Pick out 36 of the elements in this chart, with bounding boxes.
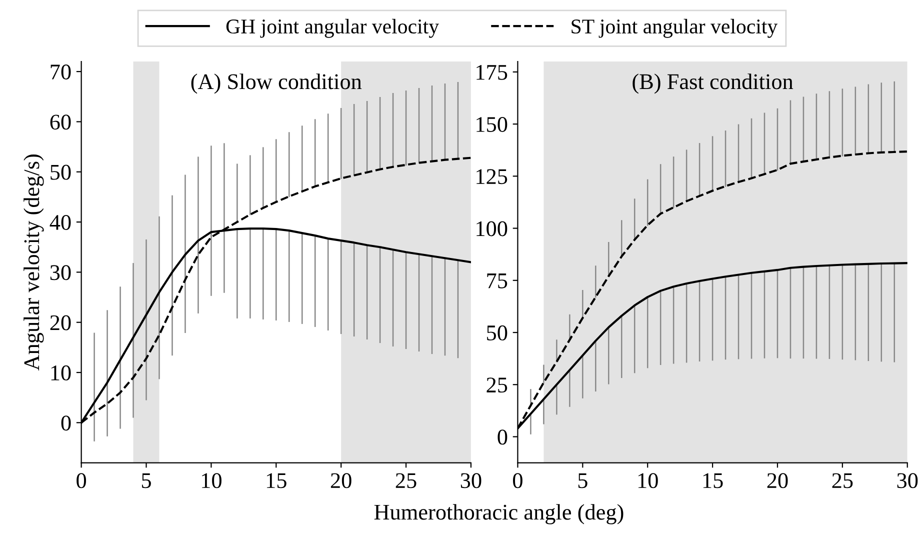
x-tick-label: 25 [832, 473, 853, 488]
y-tick-label: 40 [50, 214, 71, 230]
y-tick-label: 75 [487, 274, 508, 288]
y-tick-label: 70 [50, 64, 71, 80]
y-tick-label: 25 [486, 378, 508, 393]
x-tick-label: 5 [578, 473, 588, 488]
y-tick-label: 10 [51, 365, 71, 380]
y-tick-label: 0 [61, 416, 71, 431]
y-tick-label: 30 [50, 265, 71, 280]
y-tick-label: 60 [50, 114, 71, 130]
x-tick-label: 30 [460, 473, 482, 488]
x-tick-label: 20 [330, 473, 352, 488]
y-tick-label: 175 [476, 64, 508, 80]
x-tick-label: 30 [897, 473, 918, 488]
y-tick-label: 20 [50, 315, 71, 330]
x-tick-label: 0 [76, 473, 86, 488]
x-tick-label: 15 [703, 473, 723, 488]
legend-label: ST joint angular velocity [572, 18, 778, 38]
legend-label: GH joint angular velocity [226, 18, 439, 38]
x-tick-label: 10 [638, 473, 658, 488]
y-tick-label: 150 [476, 116, 508, 132]
x-tick-label: 5 [142, 473, 151, 488]
y-tick-label: 100 [476, 221, 508, 236]
x-tick-label: 0 [513, 473, 522, 488]
x-tick-label: 25 [396, 473, 416, 488]
chart-title: (A) Slow condition [191, 74, 362, 94]
x-tick-label: 15 [266, 473, 286, 488]
y-tick-label: 0 [498, 430, 508, 445]
x-axis-title: Humerothoracic angle (deg) [374, 504, 624, 524]
y-tick-label: 50 [50, 164, 71, 180]
chart-title: (B) Fast condition [632, 74, 794, 94]
x-tick-label: 10 [202, 473, 222, 488]
x-tick-label: 20 [767, 473, 788, 488]
y-tick-label: 125 [476, 169, 508, 184]
y-tick-label: 50 [487, 325, 508, 340]
y-axis-title: Angular velocity (deg/s) [24, 154, 44, 371]
